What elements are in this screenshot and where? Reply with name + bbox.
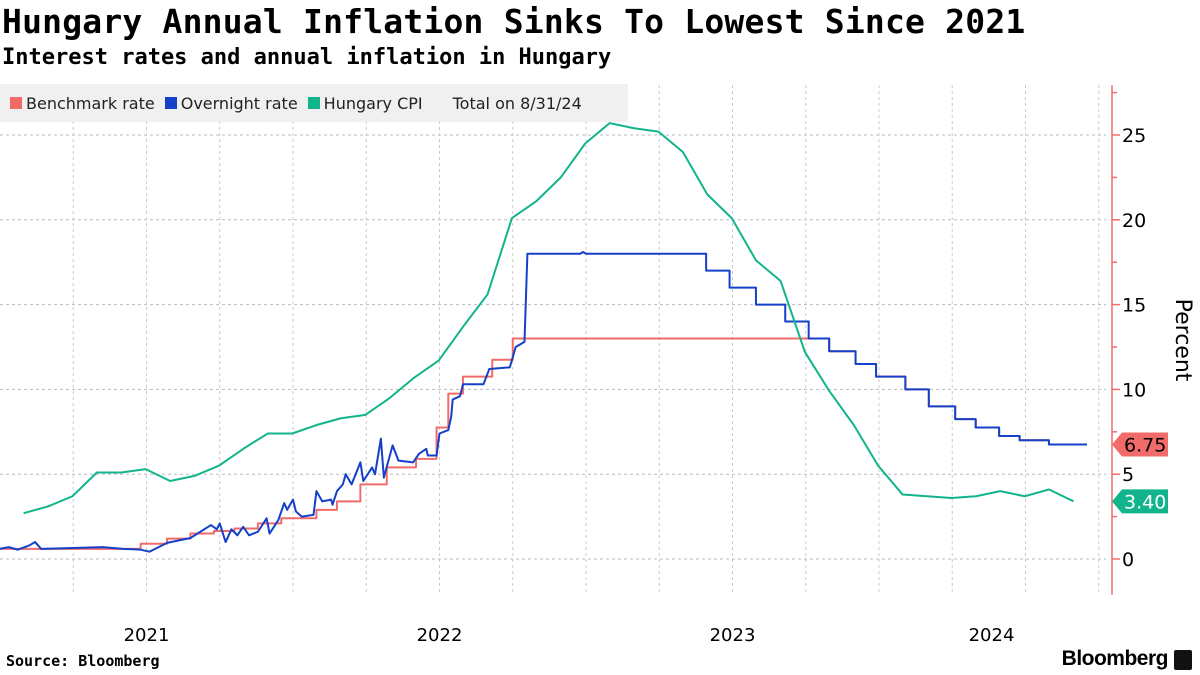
- legend-item-cpi: Hungary CPI: [307, 93, 423, 113]
- bloomberg-logo: Bloomberg: [1061, 647, 1169, 670]
- series-lines: [0, 122, 1088, 553]
- series-line-benchmark-rate: [0, 337, 1088, 550]
- bloomberg-terminal-icon: [1174, 650, 1192, 670]
- y-tick-label: 15: [1122, 295, 1146, 317]
- series-line-overnight-rate: [0, 251, 1088, 553]
- x-tick-label: 2022: [417, 625, 463, 646]
- x-tick-label: 2024: [969, 625, 1015, 646]
- y-axis-label: Percent: [1170, 299, 1195, 382]
- x-tick-label: 2023: [710, 625, 756, 646]
- y-tick-label: 20: [1122, 210, 1146, 232]
- y-tick-label: 0: [1122, 549, 1134, 571]
- legend-swatch: [10, 97, 22, 109]
- source-note: Source: Bloomberg: [6, 652, 160, 670]
- legend-item-benchmark: Benchmark rate: [10, 94, 155, 113]
- x-tick-label: 2021: [124, 625, 170, 646]
- legend: Benchmark rate Overnight rate Hungary CP…: [0, 84, 628, 122]
- end-value-tag: [1112, 432, 1168, 457]
- y-tick-label: 25: [1122, 125, 1146, 147]
- legend-label: Hungary CPI: [323, 93, 423, 113]
- chart-subtitle: Interest rates and annual inflation in H…: [2, 45, 612, 70]
- end-value-label: 3.40: [1124, 491, 1166, 513]
- end-value-label: 6.75: [1124, 435, 1166, 457]
- grid: [0, 85, 1106, 595]
- x-axis: 2021 2022 2023 2024: [124, 625, 1015, 646]
- y-tick-label: 5: [1122, 464, 1134, 486]
- end-value-tag: [1112, 489, 1168, 514]
- chart-title: Hungary Annual Inflation Sinks To Lowest…: [2, 2, 1026, 41]
- legend-swatch: [307, 97, 320, 109]
- y-axis: 0 5 10 15 20 25 6.75 3.40: [1111, 85, 1168, 595]
- y-tick-label: 10: [1122, 379, 1146, 401]
- legend-label: Overnight rate: [180, 93, 298, 113]
- legend-swatch: [164, 97, 177, 109]
- legend-item-overnight: Overnight rate: [164, 93, 298, 113]
- series-line-hungary-cpi: [23, 122, 1074, 515]
- legend-total-label: Total on 8/31/24: [452, 93, 582, 113]
- legend-label: Benchmark rate: [26, 93, 155, 113]
